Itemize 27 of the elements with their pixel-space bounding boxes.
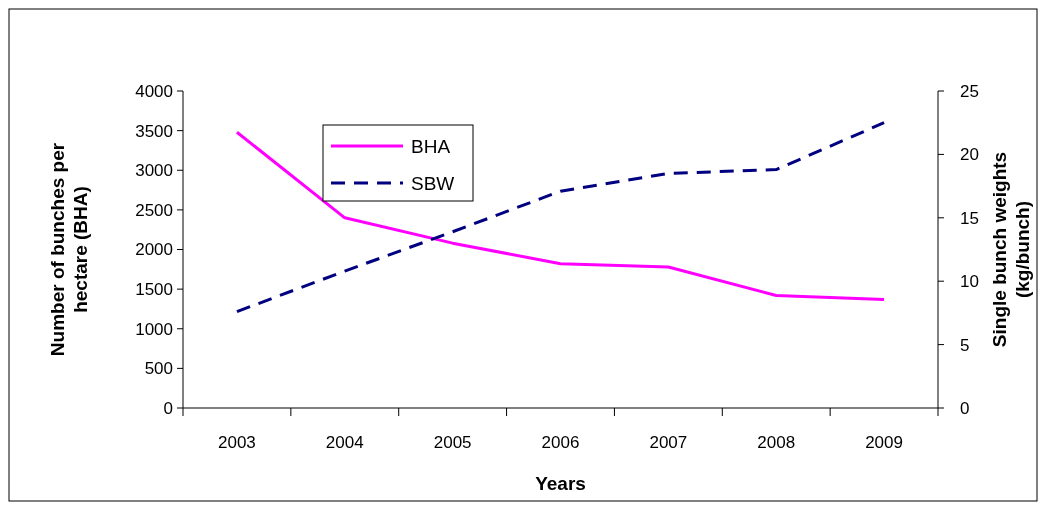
x-tick-label: 2007 [649,433,688,452]
y-tick-label: 4000 [135,81,173,101]
y2-tick-label: 20 [960,145,979,165]
y2-tick-label: 15 [960,208,979,228]
x-tick-label: 2006 [541,433,580,452]
y-axis-title: Number of bunches per hectare (BHA) [47,142,91,357]
y2-tick-label: 0 [960,398,970,418]
y-tick-label: 2000 [135,240,173,260]
x-tick-label: 2004 [325,433,364,452]
y-tick-label: 2500 [135,200,173,220]
y-tick-label: 0 [163,398,173,418]
y-tick-label: 3000 [135,161,173,181]
y2-tick-label: 25 [960,81,979,101]
x-tick-label: 2005 [433,433,472,452]
y-tick-label: 3500 [135,121,173,141]
y2-axis-title: Single bunch weights (kg/bunch) [989,151,1033,348]
y2-tick-label: 10 [960,272,979,292]
y-tick-label: 1000 [135,319,173,339]
y-tick-label: 1500 [135,280,173,300]
x-tick-label: 2009 [865,433,903,452]
y-tick-label: 500 [144,359,173,379]
x-tick-label: 2008 [757,433,796,452]
legend-label: SBW [411,172,455,194]
y2-tick-label: 5 [960,335,970,355]
legend-label: BHA [411,135,451,157]
x-axis-title: Years [535,473,586,494]
x-tick-label: 2003 [218,433,256,452]
